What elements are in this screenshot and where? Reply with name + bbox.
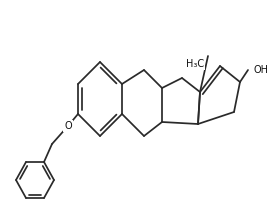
Text: H₃C: H₃C bbox=[186, 59, 204, 69]
Text: OH: OH bbox=[254, 65, 269, 75]
Text: O: O bbox=[64, 121, 72, 131]
